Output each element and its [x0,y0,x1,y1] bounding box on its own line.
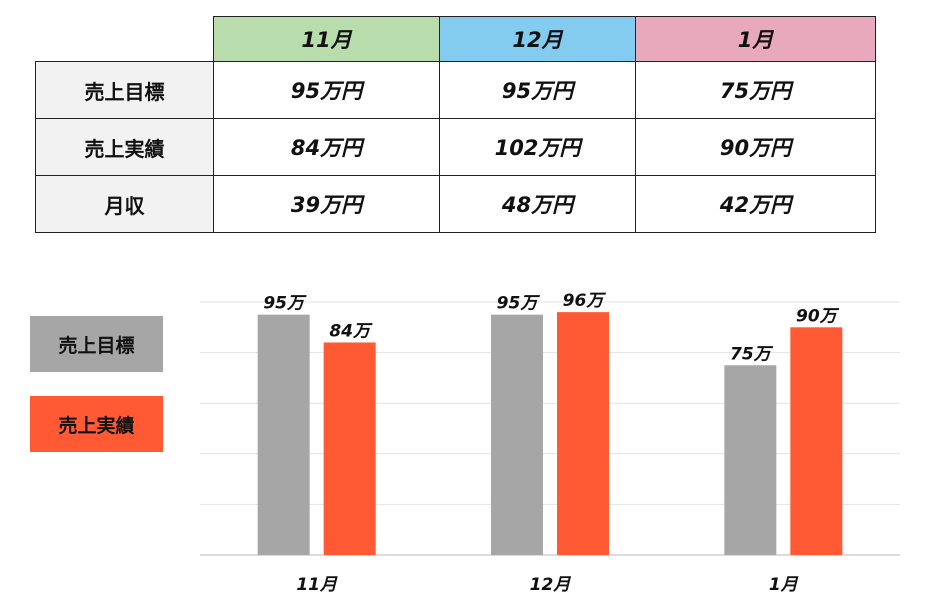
bar [790,327,843,555]
bar [323,342,376,555]
data-label: 95万 [497,294,541,314]
data-label: 75万 [730,344,774,364]
table-cell: 48万円 [439,175,636,233]
table-row: 月収 39万円 48万円 42万円 [35,175,876,233]
row-label-sales-target: 売上目標 [35,61,214,119]
table-cell: 39万円 [213,175,440,233]
table-header-row: 11月 12月 1月 [36,16,876,62]
bar [724,365,777,555]
row-label-monthly-income: 月収 [35,175,214,233]
legend-sales-actual: 売上実績 [30,396,163,452]
month-header-dec: 12月 [439,16,636,62]
x-tick-label: 12月 [530,575,572,595]
bar [257,314,310,555]
table-cell: 102万円 [439,118,636,176]
table-cell: 95万円 [213,61,440,119]
x-tick-label: 11月 [296,575,338,595]
row-label-sales-actual: 売上実績 [35,118,214,176]
data-label: 96万 [563,291,607,311]
table-cell: 75万円 [635,61,876,119]
summary-table: 11月 12月 1月 売上目標 95万円 95万円 75万円 売上実績 84万円… [35,16,876,233]
data-label: 90万 [796,306,840,326]
month-header-nov: 11月 [213,16,440,62]
data-label: 95万 [263,294,307,314]
data-label: 84万 [329,321,373,341]
bar [557,312,609,555]
table-row: 売上目標 95万円 95万円 75万円 [35,61,876,119]
table-cell: 42万円 [635,175,876,233]
bar [491,314,543,555]
x-tick-label: 1月 [769,575,799,595]
table-cell: 90万円 [635,118,876,176]
legend-sales-target: 売上目標 [30,316,163,372]
